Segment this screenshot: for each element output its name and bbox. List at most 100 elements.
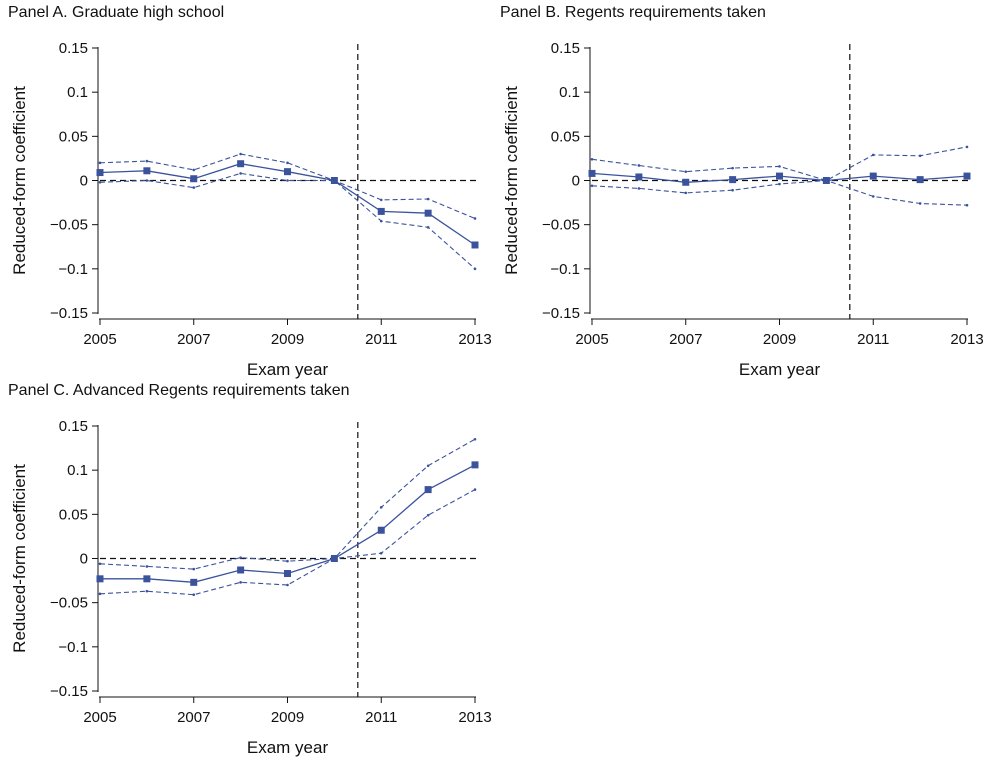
y-tick-label: 0.1 bbox=[67, 84, 88, 101]
y-axis-title: Reduced-form coefficient bbox=[10, 86, 29, 275]
lower-ci-point bbox=[426, 513, 430, 517]
upper-ci-point bbox=[918, 154, 922, 158]
lower-ci-point bbox=[286, 179, 289, 182]
estimate-line bbox=[99, 163, 476, 246]
estimate-point bbox=[377, 207, 385, 215]
lower-ci-point bbox=[192, 186, 196, 189]
estimate-point bbox=[96, 575, 104, 583]
x-tick-label: 2011 bbox=[365, 331, 397, 348]
upper-ci-point bbox=[98, 562, 102, 566]
y-tick-label: −0.15 bbox=[50, 683, 88, 700]
lower-ci-point bbox=[778, 182, 781, 186]
upper-ci-line bbox=[99, 438, 476, 570]
y-tick-label: −0.05 bbox=[50, 217, 88, 234]
lower-ci-point bbox=[145, 179, 149, 182]
upper-ci-point bbox=[426, 197, 430, 201]
lower-ci-point bbox=[731, 188, 734, 192]
upper-ci-point bbox=[98, 161, 102, 165]
y-tick-label: 0 bbox=[80, 551, 88, 568]
y-tick-label: 0.15 bbox=[59, 418, 88, 435]
y-tick-label: −0.05 bbox=[542, 217, 580, 234]
estimate-point bbox=[237, 566, 245, 574]
x-axis-title: Exam year bbox=[247, 738, 329, 757]
lower-ci-point bbox=[333, 179, 336, 182]
upper-ci-point bbox=[637, 164, 641, 167]
upper-ci-point bbox=[426, 464, 430, 468]
lower-ci-point bbox=[426, 226, 430, 229]
upper-ci-point bbox=[145, 159, 149, 163]
upper-ci-point bbox=[239, 556, 242, 559]
lower-ci-point bbox=[333, 557, 336, 560]
estimate-point bbox=[916, 176, 924, 184]
panel-c: Panel C. Advanced Regents requirements t… bbox=[0, 378, 492, 757]
upper-ci-point bbox=[473, 437, 477, 441]
estimate-point bbox=[190, 578, 198, 586]
estimate-point bbox=[471, 461, 479, 469]
y-tick-label: 0 bbox=[80, 173, 88, 190]
x-tick-label: 2007 bbox=[177, 331, 210, 348]
estimate-point bbox=[471, 241, 479, 249]
y-tick-label: 0.15 bbox=[551, 40, 580, 57]
y-tick-label: −0.1 bbox=[550, 261, 580, 278]
lower-ci-point bbox=[871, 195, 875, 198]
panel-b: Panel B. Regents requirements taken 0.15… bbox=[492, 0, 984, 379]
x-tick-label: 2007 bbox=[177, 709, 210, 726]
estimate-point bbox=[284, 168, 291, 176]
estimate-point bbox=[284, 570, 291, 578]
panel-a-title: Panel A. Graduate high school bbox=[8, 4, 225, 21]
lower-ci-line bbox=[99, 172, 476, 270]
y-tick-label: 0.05 bbox=[551, 128, 580, 145]
panel-a: Panel A. Graduate high school 0.15 0.1 0.0… bbox=[0, 0, 492, 379]
y-axis-title: Reduced-form coefficient bbox=[502, 86, 521, 275]
lower-ci-point bbox=[239, 581, 242, 584]
estimate-point bbox=[869, 172, 877, 180]
lower-ci-point bbox=[684, 191, 688, 195]
x-tick-label: 2011 bbox=[365, 709, 397, 726]
panel-c-chart: 0.15 0.1 0.05 0 −0.05 −0.1 −0.15 2005 2007 2009 20… bbox=[10, 418, 492, 757]
lower-ci-point bbox=[239, 172, 242, 175]
estimate-point bbox=[424, 209, 432, 217]
y-tick-label: 0.05 bbox=[59, 506, 88, 523]
x-tick-label: 2013 bbox=[458, 331, 491, 348]
y-tick-label: 0.15 bbox=[59, 40, 88, 57]
x-tick-label: 2005 bbox=[575, 331, 608, 348]
upper-ci-point bbox=[192, 168, 196, 172]
upper-ci-point bbox=[965, 145, 969, 149]
x-tick-label: 2009 bbox=[763, 331, 796, 348]
upper-ci-point bbox=[684, 170, 688, 173]
upper-ci-point bbox=[731, 166, 734, 170]
estimate-point bbox=[96, 169, 104, 177]
estimate-point bbox=[635, 173, 643, 181]
lower-ci-point bbox=[473, 488, 477, 491]
panel-b-chart: 0.15 0.1 0.05 0 −0.05 −0.1 −0.15 2005 2007 2009 20… bbox=[502, 40, 984, 379]
estimate-point bbox=[963, 172, 971, 180]
y-tick-label: 0.05 bbox=[59, 128, 88, 145]
lower-ci-point bbox=[98, 592, 102, 596]
x-tick-label: 2013 bbox=[458, 709, 491, 726]
y-tick-label: −0.1 bbox=[58, 261, 88, 278]
upper-ci-point bbox=[379, 505, 383, 509]
lower-ci-line bbox=[99, 489, 476, 596]
y-tick-label: −0.1 bbox=[58, 639, 88, 656]
estimate-point bbox=[377, 526, 385, 534]
lower-ci-point bbox=[473, 267, 477, 271]
upper-ci-point bbox=[145, 565, 149, 568]
lower-ci-point bbox=[379, 551, 383, 555]
estimate-point bbox=[237, 160, 245, 168]
x-axis-title: Exam year bbox=[247, 360, 329, 379]
estimate-point bbox=[588, 169, 596, 177]
upper-ci-point bbox=[239, 152, 242, 156]
x-axis-title: Exam year bbox=[739, 360, 821, 379]
y-tick-label: 0.1 bbox=[559, 84, 580, 101]
y-tick-label: −0.15 bbox=[50, 305, 88, 322]
panel-a-chart: 0.15 0.1 0.05 0 −0.05 −0.1 −0.15 2005 2007 2009 20… bbox=[10, 40, 492, 379]
x-tick-label: 2005 bbox=[83, 709, 116, 726]
upper-ci-point bbox=[778, 165, 781, 168]
x-tick-label: 2009 bbox=[271, 331, 304, 348]
lower-ci-point bbox=[98, 180, 102, 184]
lower-ci-point bbox=[379, 219, 383, 223]
upper-ci-point bbox=[590, 158, 594, 161]
y-tick-label: 0 bbox=[572, 173, 580, 190]
estimate-point bbox=[143, 167, 151, 175]
upper-ci-point bbox=[286, 559, 289, 563]
